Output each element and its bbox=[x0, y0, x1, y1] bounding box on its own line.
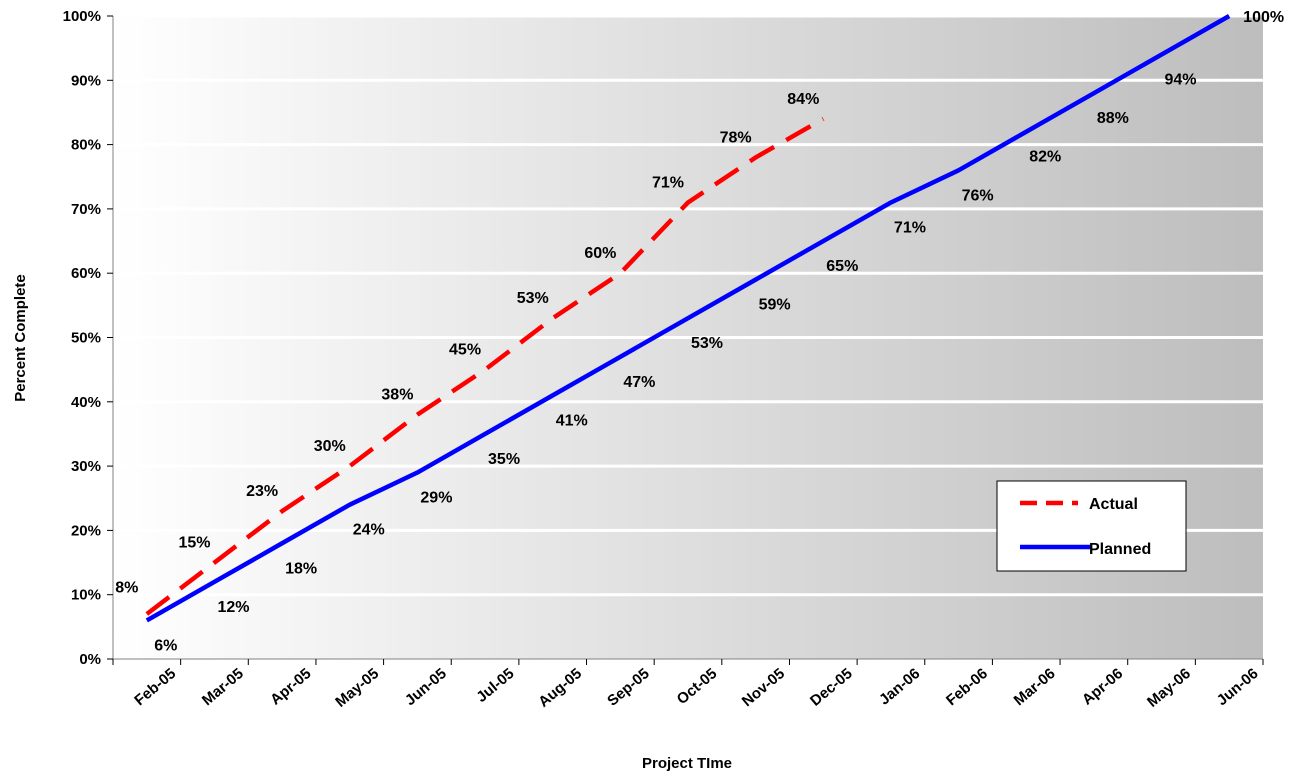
y-tick-label: 100% bbox=[63, 8, 101, 25]
y-tick-label: 50% bbox=[71, 330, 101, 347]
y-axis-title: Percent Complete bbox=[12, 274, 29, 402]
data-label-actual: 60% bbox=[584, 245, 616, 262]
data-label-planned: 59% bbox=[759, 297, 791, 314]
y-axis-ticks: 0% 10% 20% 30% 40% 50% 60% 70% 80% 90% 100% bbox=[63, 8, 113, 668]
data-label-planned: 41% bbox=[556, 412, 588, 429]
data-label-planned: 53% bbox=[691, 335, 723, 352]
x-tick-label: Oct-05 bbox=[674, 665, 721, 708]
series-lines bbox=[145, 14, 1231, 623]
data-label-planned: 24% bbox=[353, 522, 385, 539]
data-label-planned: 71% bbox=[894, 219, 926, 236]
x-tick-label: Feb-06 bbox=[943, 665, 991, 709]
x-tick-label: May-06 bbox=[1144, 665, 1194, 711]
x-tick-label: Feb-05 bbox=[131, 665, 179, 709]
x-tick-label: Mar-05 bbox=[199, 665, 247, 709]
x-tick-label: Apr-06 bbox=[1079, 665, 1126, 709]
data-label-actual: 30% bbox=[314, 438, 346, 455]
series-line-actual bbox=[145, 116, 825, 616]
data-label-planned: 100% bbox=[1243, 9, 1284, 26]
data-label-actual: 53% bbox=[517, 290, 549, 307]
data-label-planned: 47% bbox=[623, 374, 655, 391]
y-tick-label: 20% bbox=[71, 522, 101, 539]
y-tick-label: 40% bbox=[71, 394, 101, 411]
data-label-actual: 78% bbox=[720, 129, 752, 146]
data-label-actual: 38% bbox=[381, 387, 413, 404]
data-label-actual: 84% bbox=[787, 91, 819, 108]
legend-box bbox=[996, 480, 1187, 572]
legend-actual-label: Actual bbox=[1089, 496, 1138, 513]
y-tick-label: 60% bbox=[71, 265, 101, 282]
x-axis-title: Project TIme bbox=[642, 755, 732, 772]
x-tick-label: Mar-06 bbox=[1011, 665, 1059, 709]
data-label-actual: 23% bbox=[246, 483, 278, 500]
x-tick-label: Apr-05 bbox=[267, 665, 314, 709]
data-label-planned: 94% bbox=[1165, 72, 1197, 89]
x-tick-label: Jul-05 bbox=[473, 665, 517, 706]
x-tick-label: Jun-06 bbox=[1214, 665, 1262, 709]
data-label-planned: 12% bbox=[217, 599, 249, 616]
x-tick-label: Aug-05 bbox=[535, 665, 585, 711]
legend: Actual Planned bbox=[996, 480, 1187, 572]
y-tick-label: 10% bbox=[71, 587, 101, 604]
data-labels: 8% 15% 23% 30% 38% 45% 53% 60% 71% 78% 84% 6% 12% 18%… bbox=[115, 9, 1284, 654]
x-tick-label: May-05 bbox=[332, 665, 382, 711]
y-tick-label: 0% bbox=[79, 651, 101, 668]
data-label-planned: 35% bbox=[488, 451, 520, 468]
data-label-planned: 76% bbox=[962, 187, 994, 204]
x-tick-label: Jun-05 bbox=[402, 665, 450, 709]
x-tick-label: Nov-05 bbox=[739, 665, 788, 710]
data-label-actual: 15% bbox=[178, 535, 210, 552]
gridlines bbox=[113, 14, 1263, 597]
data-label-planned: 18% bbox=[285, 560, 317, 577]
x-tick-label: Sep-05 bbox=[604, 665, 653, 710]
data-label-planned: 6% bbox=[154, 637, 177, 654]
data-label-actual: 45% bbox=[449, 342, 481, 359]
x-tick-label: Dec-05 bbox=[807, 665, 856, 710]
data-label-planned: 65% bbox=[826, 258, 858, 275]
y-tick-label: 30% bbox=[71, 458, 101, 475]
data-label-planned: 88% bbox=[1097, 110, 1129, 127]
data-label-planned: 29% bbox=[420, 490, 452, 507]
series-line-planned bbox=[145, 14, 1231, 623]
y-tick-label: 70% bbox=[71, 201, 101, 218]
y-tick-label: 90% bbox=[71, 72, 101, 89]
x-axis-ticks: Feb-05 Mar-05 Apr-05 May-05 Jun-05 Jul-05 Aug-… bbox=[112, 659, 1264, 711]
legend-planned-label: Planned bbox=[1089, 541, 1151, 558]
data-label-actual: 8% bbox=[115, 580, 138, 597]
data-label-actual: 71% bbox=[652, 174, 684, 191]
x-tick-label: Jan-06 bbox=[876, 665, 923, 709]
y-tick-label: 80% bbox=[71, 137, 101, 154]
data-label-planned: 82% bbox=[1029, 149, 1061, 166]
